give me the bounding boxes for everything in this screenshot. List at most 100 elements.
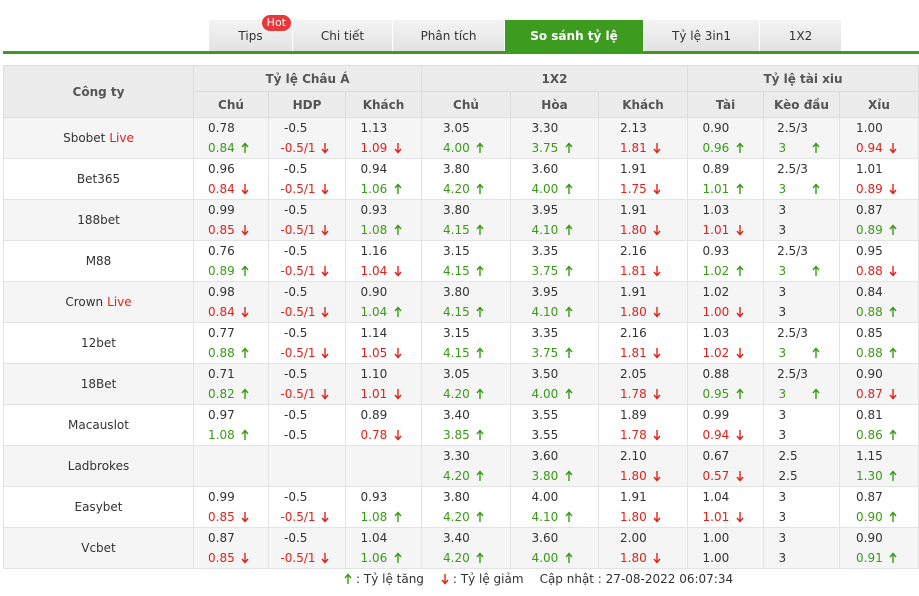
odds-cell: 0.84 0.88 (838, 281, 919, 323)
arrow-shape (735, 471, 744, 482)
tab[interactable]: 1X2 (760, 20, 842, 52)
opening-line: -0.5 (284, 282, 330, 302)
odds-cell: 0.88 0.95 (687, 363, 764, 405)
arrow-shape (653, 471, 661, 482)
arrow-slot (888, 532, 902, 544)
opening-odds: 3.80 (443, 490, 470, 504)
arrow-shape (321, 307, 329, 318)
arrow-slot (393, 265, 407, 277)
current-line: 3.75 (532, 138, 578, 158)
odds-cell: 0.76 0.89 (193, 240, 269, 282)
arrow-slot (316, 204, 330, 216)
current-line: 0.96 (703, 138, 749, 158)
opening-odds: 2.13 (620, 121, 647, 135)
arrow-slot (475, 163, 489, 175)
group-header: Tỷ lệ tài xiu (686, 65, 919, 92)
opening-odds: -0.5 (284, 203, 308, 217)
tab[interactable]: Tỷ lệ 3in1 (644, 20, 760, 52)
opening-odds: 3.60 (531, 162, 559, 176)
opening-line: 2.16 (620, 241, 666, 261)
current-line: 0.88 (856, 343, 902, 363)
current-line: 1.04 (361, 302, 407, 322)
arrow-slot (811, 286, 825, 298)
odds-pair: 3.55 3.55 (511, 405, 598, 445)
arrow-up (735, 388, 744, 399)
arrow-up (811, 347, 820, 358)
arrow-slot (888, 429, 902, 441)
odds-pair: 0.78 0.84 (194, 118, 268, 158)
odds-cell: 0.99 0.85 (193, 199, 269, 241)
current-line: 0.94 (856, 138, 902, 158)
tab[interactable]: So sánh tỷ lệ (505, 20, 644, 52)
arrow-slot (652, 142, 666, 154)
tab[interactable]: Phân tích (393, 20, 505, 52)
opening-odds: 0.99 (208, 490, 235, 504)
arrow-shape (393, 224, 402, 235)
odds-pair: 3.40 3.85 (422, 405, 510, 445)
arrow-slot (475, 429, 489, 441)
arrow-slot (316, 532, 330, 544)
arrow-up (476, 183, 484, 194)
column-header: Chủ (421, 91, 511, 118)
arrow-shape (889, 511, 897, 522)
arrow-up (889, 511, 897, 522)
current-odds: -0.5/1 (280, 305, 316, 319)
opening-line: 3.60 (532, 446, 578, 466)
odds-pair: 3.80 4.20 (422, 159, 510, 199)
arrow-slot (811, 183, 825, 195)
odds-cell: 3.95 4.10 (510, 199, 599, 241)
live-label: Live (107, 295, 132, 309)
opening-line: 0.88 (703, 364, 749, 384)
tab[interactable]: Chi tiết (293, 20, 393, 52)
arrow-slot (735, 552, 749, 564)
arrow-shape (735, 265, 744, 276)
current-odds: 1.80 (620, 510, 647, 524)
arrow-slot (240, 429, 254, 441)
arrow-shape (811, 265, 820, 276)
odds-cell: 3.15 4.15 (421, 322, 511, 364)
arrow-slot (652, 511, 666, 523)
tab-label: Tỷ lệ 3in1 (672, 29, 731, 43)
arrow-slot (812, 368, 826, 380)
opening-line: -0.5 (284, 487, 330, 507)
opening-odds: 1.01 (856, 162, 883, 176)
odds-pair: 1.03 1.01 (688, 200, 763, 240)
arrow-slot (652, 388, 666, 400)
arrow-shape (241, 142, 249, 153)
tab[interactable]: Tips Hot (209, 15, 293, 52)
arrow-slot (735, 388, 749, 400)
arrow-down (653, 143, 661, 154)
arrow-slot (735, 183, 749, 195)
odds-pair: 0.85 0.88 (840, 323, 918, 363)
arrow-slot (393, 409, 407, 421)
opening-odds: 0.77 (208, 326, 235, 340)
arrow-slot (316, 245, 330, 257)
opening-odds: 0.93 (702, 244, 730, 258)
odds-cell: 1.04 1.01 (687, 486, 764, 528)
odds-pair: 0.99 0.85 (194, 487, 268, 527)
odds-cell: 3.60 3.80 (510, 445, 599, 487)
current-odds: 0.94 (702, 428, 730, 442)
arrow-slot (735, 470, 749, 482)
odds-cell: 0.87 0.85 (193, 527, 269, 569)
arrow-up (735, 142, 744, 153)
arrow-slot (393, 327, 407, 339)
arrow-shape (889, 143, 897, 154)
current-odds: 1.05 (360, 346, 388, 360)
arrow-shape (811, 183, 820, 194)
arrow-up (811, 183, 820, 194)
odds-cell: 1.91 1.75 (598, 158, 688, 200)
arrow-slot (652, 327, 666, 339)
current-odds: 0.78 (360, 428, 388, 442)
opening-line: 0.90 (856, 364, 902, 384)
arrow-slot (240, 122, 254, 134)
current-line: 3.80 (532, 466, 578, 486)
opening-odds: -0.5 (284, 367, 308, 381)
opening-line: 0.67 (703, 446, 749, 466)
odds-pair: 0.87 0.85 (194, 528, 268, 568)
opening-line: 1.02 (703, 282, 749, 302)
opening-line: 0.90 (856, 528, 902, 548)
current-line: 0.87 (856, 384, 902, 404)
arrow-slot (320, 347, 334, 359)
